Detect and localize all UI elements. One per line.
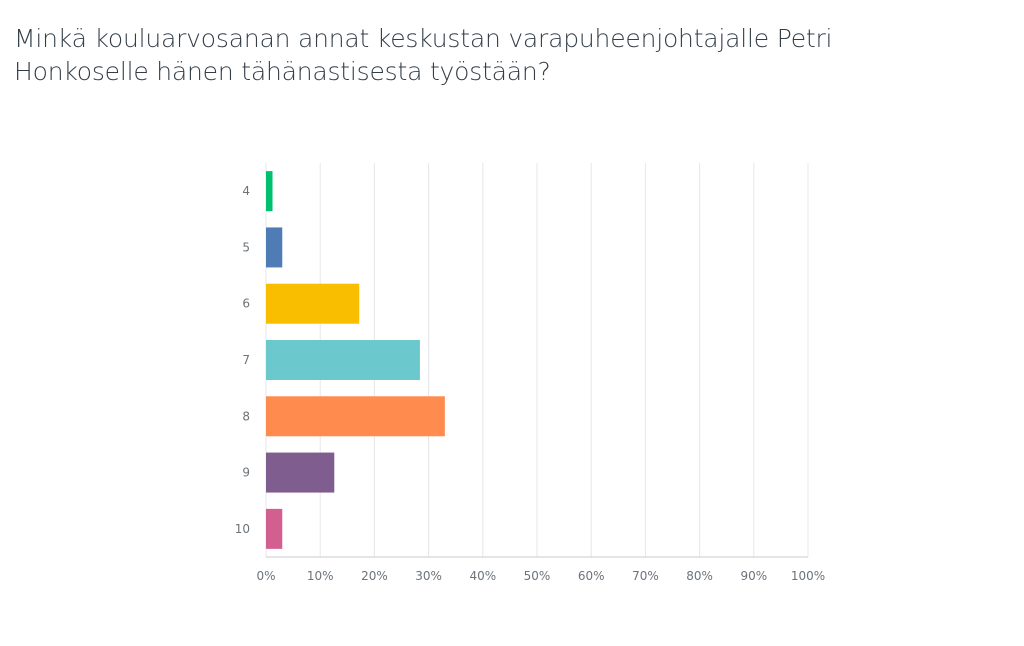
bar-4 [266, 171, 273, 212]
category-labels: 4 5 6 7 8 9 10 [235, 184, 250, 536]
grid-lines [265, 163, 809, 557]
x-tick-label: 10% [307, 569, 334, 583]
bar-8 [266, 396, 445, 437]
x-tick-label: 100% [791, 569, 825, 583]
category-label: 9 [242, 466, 250, 480]
x-tick-label: 50% [524, 569, 551, 583]
category-label: 8 [242, 409, 250, 423]
x-tick-label: 0% [256, 569, 275, 583]
category-label: 7 [242, 353, 250, 367]
category-label: 6 [242, 297, 250, 311]
bars [266, 171, 445, 549]
x-tick-label: 20% [361, 569, 388, 583]
bar-10 [266, 508, 283, 549]
bar-9 [266, 452, 335, 493]
x-tick-label: 30% [415, 569, 442, 583]
category-label: 5 [242, 240, 250, 254]
bar-5 [266, 227, 283, 268]
chart-title: Minkä kouluarvosanan annat keskustan var… [14, 24, 833, 86]
x-tick-label: 90% [740, 569, 767, 583]
x-tick-label: 70% [632, 569, 659, 583]
x-axis-tick-labels: 0% 10% 20% 30% 40% 50% 60% 70% 80% 90% 100% [256, 569, 825, 583]
category-label: 4 [242, 184, 250, 198]
bar-7 [266, 340, 420, 380]
x-tick-label: 60% [578, 569, 605, 583]
x-tick-label: 40% [469, 569, 496, 583]
x-tick-label: 80% [686, 569, 713, 583]
bar-6 [266, 283, 360, 324]
category-label: 10 [235, 522, 250, 536]
